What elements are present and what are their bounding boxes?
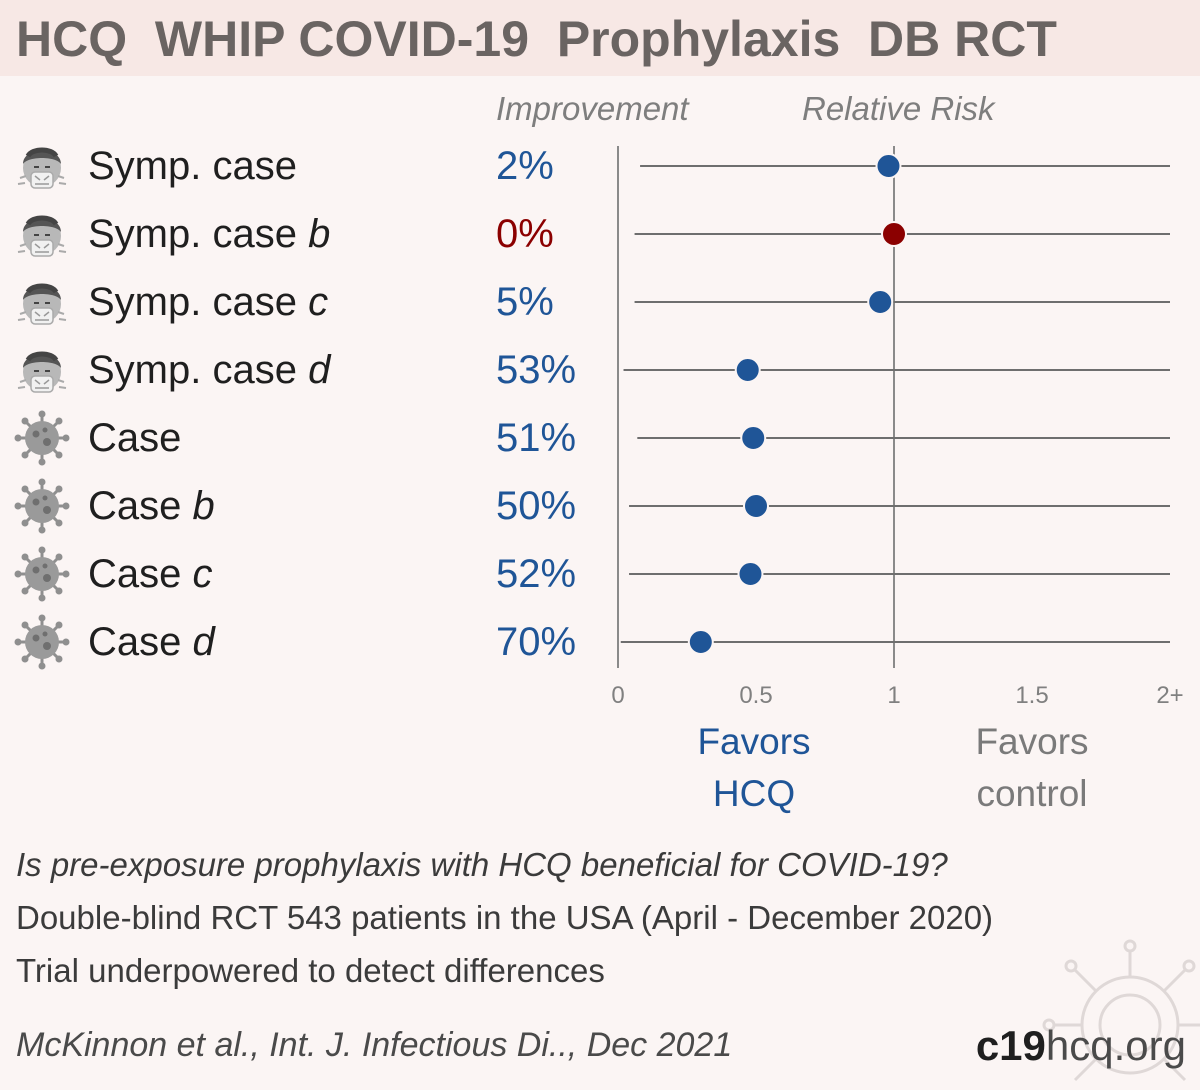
improvement-value: 5% <box>496 280 554 324</box>
improvement-value: 53% <box>496 348 577 392</box>
title-bar: HCQ WHIP COVID-19 Prophylaxis DB RCT <box>0 0 1200 76</box>
outcome-label-suffix: d <box>192 620 215 664</box>
rr-point <box>743 493 769 519</box>
rr-point <box>740 425 767 451</box>
outcome-label-suffix: c <box>308 280 329 324</box>
outcome-label: Symp. case b <box>88 210 330 258</box>
virus-icon <box>14 546 70 602</box>
outcome-label-base: Symp. case <box>88 212 309 256</box>
improvement-value: 52% <box>496 552 577 596</box>
sneezing-face-icon <box>14 138 70 194</box>
design-note: Double-blind RCT 543 patients in the USA… <box>16 899 994 936</box>
rr-point <box>687 629 714 655</box>
sneezing-face-icon <box>14 274 70 330</box>
outcome-label: Symp. case c <box>88 278 328 326</box>
page-title: HCQ WHIP COVID-19 Prophylaxis DB RCT <box>16 11 1057 67</box>
virus-icon <box>14 478 70 534</box>
improvement-header: Improvement <box>496 90 689 127</box>
favors-control-line2: control <box>976 773 1088 814</box>
outcome-label-base: Case <box>88 620 193 664</box>
virus-icon <box>14 410 70 466</box>
brand-bold: c19 <box>975 1022 1046 1069</box>
outcome-label-base: Case <box>88 484 193 528</box>
favors-control-label: Favors control <box>922 716 1142 820</box>
outcome-label-base: Case <box>88 416 182 460</box>
rr-point <box>867 289 894 315</box>
favors-hcq-line1: Favors <box>697 721 811 762</box>
outcome-label-base: Symp. case <box>88 280 309 324</box>
sneezing-face-icon <box>14 206 70 262</box>
outcome-label: Case <box>88 414 181 462</box>
forest-plot: 0 0.5 1 1.5 2+ <box>611 146 1184 709</box>
brand-link[interactable]: c19hcq.org <box>976 1022 1186 1070</box>
outcome-label-suffix: c <box>192 552 213 596</box>
outcome-label-base: Case <box>88 552 193 596</box>
question-note: Is pre-exposure prophylaxis with HCQ ben… <box>16 846 948 883</box>
outcome-label-base: Symp. case <box>88 348 309 392</box>
outcome-label-suffix: b <box>308 212 331 256</box>
rr-point <box>881 221 907 247</box>
x-tick-label: 0 <box>611 682 624 709</box>
improvement-value: 51% <box>496 416 577 460</box>
outcome-label: Symp. case d <box>88 346 330 394</box>
outcome-label-suffix: d <box>308 348 331 392</box>
favors-hcq-line2: HCQ <box>712 773 796 814</box>
virus-watermark-icon <box>1042 939 1200 1082</box>
relative-risk-header: Relative Risk <box>802 90 995 127</box>
outcome-label: Case d <box>88 618 215 666</box>
power-note: Trial underpowered to detect differences <box>16 952 605 989</box>
improvement-value: 2% <box>496 144 554 188</box>
outcome-label: Case b <box>88 482 215 530</box>
citation: McKinnon et al., Int. J. Infectious Di..… <box>16 1026 733 1064</box>
rr-point <box>737 561 764 587</box>
improvement-value: 0% <box>496 212 554 256</box>
outcome-label: Case c <box>88 550 213 598</box>
x-tick-label: 0.5 <box>739 682 772 709</box>
improvement-value: 50% <box>496 484 577 528</box>
improvement-value: 70% <box>496 620 577 664</box>
x-tick-label: 2+ <box>1156 682 1183 709</box>
outcome-label-base: Symp. case <box>88 144 297 188</box>
rr-point <box>875 153 902 179</box>
outcome-label: Symp. case <box>88 142 297 190</box>
x-tick-label: 1 <box>887 682 900 709</box>
favors-control-line1: Favors <box>975 721 1089 762</box>
brand-light: hcq.org <box>1045 1022 1186 1069</box>
x-tick-label: 1.5 <box>1015 682 1048 709</box>
rr-point <box>734 357 761 383</box>
sneezing-face-icon <box>14 342 70 398</box>
virus-icon <box>14 614 70 670</box>
favors-hcq-label: Favors HCQ <box>644 716 864 820</box>
outcome-label-suffix: b <box>192 484 215 528</box>
